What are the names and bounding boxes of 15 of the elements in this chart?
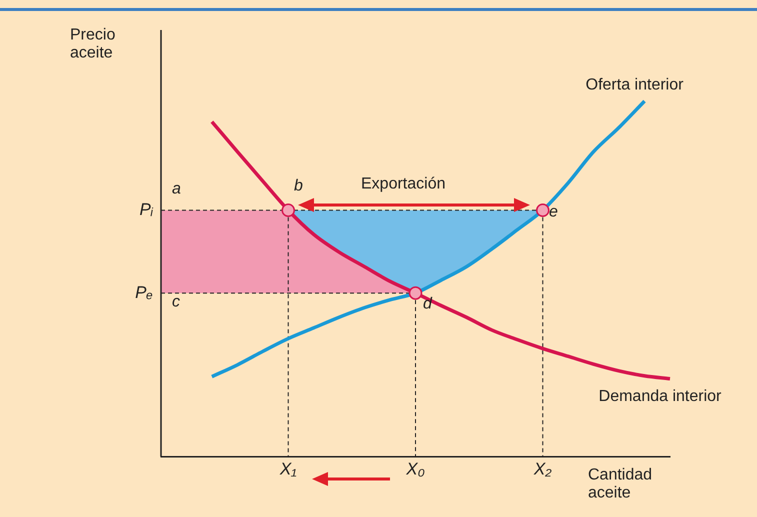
y-axis-title: Precio aceite bbox=[70, 26, 116, 62]
series-label: Oferta interior bbox=[586, 76, 684, 94]
series-label: Demanda interior bbox=[598, 388, 722, 406]
annotation: d bbox=[423, 295, 433, 312]
x-tick-label: X₁ bbox=[278, 460, 297, 479]
ref-line-label: Pₑ bbox=[135, 282, 153, 302]
annotation: a bbox=[172, 180, 181, 198]
x-tick-label: X₂ bbox=[532, 460, 552, 479]
annotation: b bbox=[294, 177, 303, 194]
x-tick-label: X₀ bbox=[405, 460, 425, 479]
x-axis-title: Cantidad aceite bbox=[588, 466, 652, 502]
ref-line-label: Pᵢ bbox=[140, 200, 154, 219]
annotation: e bbox=[549, 203, 558, 220]
annotation: c bbox=[172, 293, 180, 310]
annotation: Exportación bbox=[361, 175, 446, 192]
